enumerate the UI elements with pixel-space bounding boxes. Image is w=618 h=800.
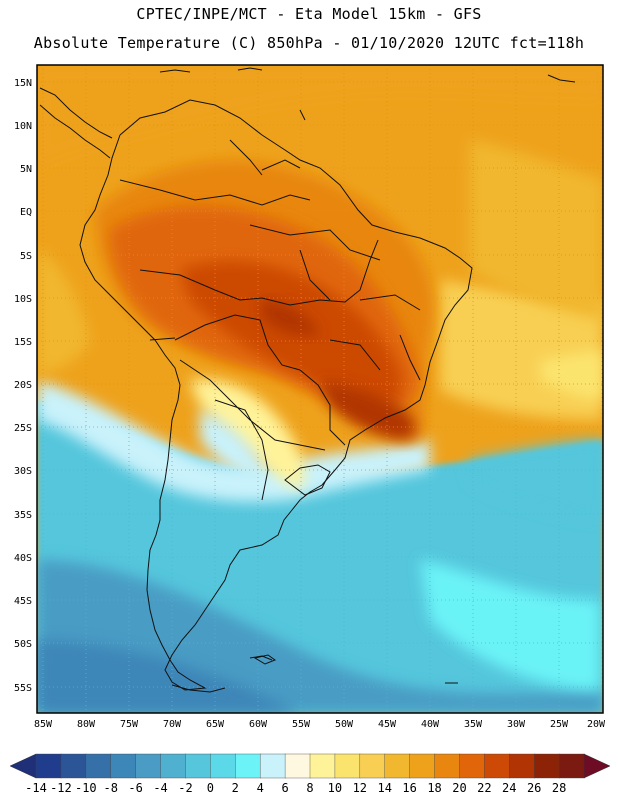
colorbar-label: 8: [306, 781, 313, 795]
lat-label: 15S: [14, 337, 32, 348]
lon-label: 20W: [587, 719, 606, 730]
lat-label: 10S: [14, 294, 32, 305]
colorbar-cell: [309, 753, 336, 779]
latitude-axis: 15N 10N 5N EQ 5S 10S 15S 20S 25S 30S 35S…: [14, 78, 32, 694]
lat-label: 50S: [14, 639, 32, 650]
central-america-coast: [39, 87, 113, 159]
lon-label: 85W: [34, 719, 53, 730]
south-america-coast: [79, 99, 473, 691]
lat-label: 25S: [14, 423, 32, 434]
colorbar-label: 28: [552, 781, 566, 795]
colorbar-cell: [334, 753, 361, 779]
colorbar-label: 4: [257, 781, 264, 795]
uruguay-lake: [284, 464, 331, 496]
colorbar-label: -12: [50, 781, 72, 795]
lat-label: 5S: [20, 251, 32, 262]
colorbar-label: 18: [427, 781, 441, 795]
colorbar-label: -14: [25, 781, 47, 795]
colorbar-label: 26: [527, 781, 541, 795]
brazil-states: [249, 224, 421, 381]
colorbar-cell: [210, 753, 236, 779]
colorbar-cell: [60, 753, 87, 779]
lat-label: 40S: [14, 553, 32, 564]
country-borders: [119, 139, 379, 501]
colorbar-label: -2: [178, 781, 192, 795]
lat-label: 10N: [14, 121, 32, 132]
colorbar-cell: [185, 753, 212, 779]
map-title-line2: Absolute Temperature (C) 850hPa - 01/10/…: [33, 34, 585, 52]
colorbar-label: 22: [477, 781, 491, 795]
colorbar-label: -6: [128, 781, 142, 795]
colorbar-label: 16: [402, 781, 416, 795]
colorbar-cell: [434, 753, 461, 779]
lon-label: 50W: [335, 719, 354, 730]
lat-label: 5N: [20, 164, 32, 175]
colorbar-cell: [110, 753, 137, 779]
colorbar-cell: [135, 753, 162, 779]
temperature-field: [37, 65, 603, 713]
colorbar-cell: [35, 753, 62, 779]
graticule: [37, 65, 603, 713]
colorbar-cell: [85, 753, 112, 779]
colorbar-label: 20: [452, 781, 466, 795]
coastlines: [39, 67, 576, 693]
longitude-axis: 85W 80W 75W 70W 65W 60W 55W 50W 45W 40W …: [34, 719, 606, 730]
lon-label: 30W: [507, 719, 526, 730]
lon-label: 45W: [378, 719, 397, 730]
lat-label: 15N: [14, 78, 32, 89]
colorbar-label: 2: [232, 781, 239, 795]
colorbar-over-arrow: [583, 753, 611, 779]
lat-label: 30S: [14, 466, 32, 477]
lat-label: EQ: [20, 207, 32, 218]
falklands: [253, 654, 458, 684]
colorbar-cell: [259, 753, 286, 779]
colorbar: -14 -12 -10 -8 -6 -4 -2 0 2 4 6 8 10 12 14 16 18 20 22 24 26…: [9, 753, 611, 795]
map-frame: [36, 64, 604, 714]
colorbar-label: 14: [378, 781, 392, 795]
colorbar-cell: [384, 753, 411, 779]
colorbar-cell: [409, 753, 436, 779]
colorbar-under-arrow: [9, 753, 37, 779]
lon-label: 80W: [77, 719, 96, 730]
lon-label: 65W: [206, 719, 225, 730]
lat-label: 35S: [14, 510, 32, 521]
lat-label: 55S: [14, 683, 32, 694]
colorbar-cell: [359, 753, 386, 779]
lon-label: 70W: [163, 719, 182, 730]
colorbar-cell: [284, 753, 311, 779]
colorbar-cell: [484, 753, 510, 779]
colorbar-label: 6: [281, 781, 288, 795]
colorbar-cell: [160, 753, 187, 779]
colorbar-label: 24: [502, 781, 516, 795]
lon-label: 55W: [292, 719, 311, 730]
colorbar-cell: [509, 753, 535, 779]
lon-label: 60W: [249, 719, 268, 730]
colorbar-label: -4: [153, 781, 167, 795]
colorbar-cell: [459, 753, 486, 779]
map-title-line1: CPTEC/INPE/MCT - Eta Model 15km - GFS: [136, 5, 482, 23]
colorbar-label: 12: [353, 781, 367, 795]
colorbar-cell: [235, 753, 261, 779]
lat-label: 45S: [14, 596, 32, 607]
colorbar-cell: [558, 753, 585, 779]
colorbar-label: -10: [75, 781, 97, 795]
colorbar-label: -8: [104, 781, 118, 795]
colorbar-label: 10: [328, 781, 342, 795]
caribbean-islands: [159, 67, 576, 121]
lon-label: 25W: [550, 719, 569, 730]
lon-label: 75W: [120, 719, 139, 730]
lon-label: 40W: [421, 719, 440, 730]
colorbar-label: 0: [207, 781, 214, 795]
colorbar-cell: [533, 753, 560, 779]
lat-label: 20S: [14, 380, 32, 391]
lon-label: 35W: [464, 719, 483, 730]
